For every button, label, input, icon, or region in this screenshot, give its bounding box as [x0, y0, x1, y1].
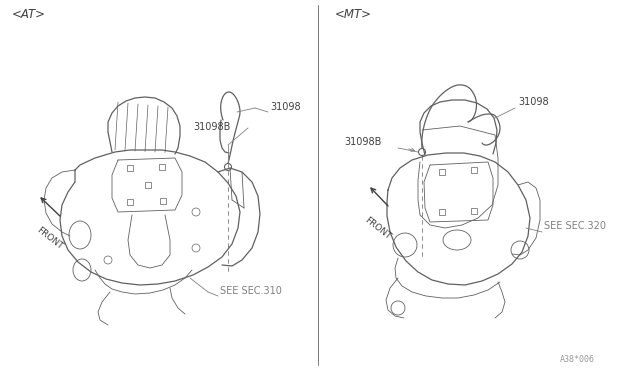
Text: SEE SEC.310: SEE SEC.310 [220, 286, 282, 296]
Bar [471, 208, 477, 214]
Text: <AT>: <AT> [12, 8, 46, 21]
Text: SEE SEC.320: SEE SEC.320 [544, 221, 606, 231]
Bar [145, 182, 151, 188]
Bar [439, 209, 445, 215]
Bar [160, 198, 166, 204]
Bar [471, 167, 477, 173]
Text: 31098B: 31098B [344, 137, 381, 147]
Text: FRONT: FRONT [35, 225, 65, 251]
Bar [127, 199, 133, 205]
Text: 31098: 31098 [270, 102, 301, 112]
Bar [127, 165, 133, 171]
Bar [159, 164, 165, 170]
Text: 31098B: 31098B [193, 122, 230, 132]
Text: <MT>: <MT> [335, 8, 372, 21]
Text: 31098: 31098 [518, 97, 548, 107]
Bar [439, 169, 445, 175]
Text: A38*006: A38*006 [560, 355, 595, 364]
Text: FRONT: FRONT [364, 215, 393, 241]
